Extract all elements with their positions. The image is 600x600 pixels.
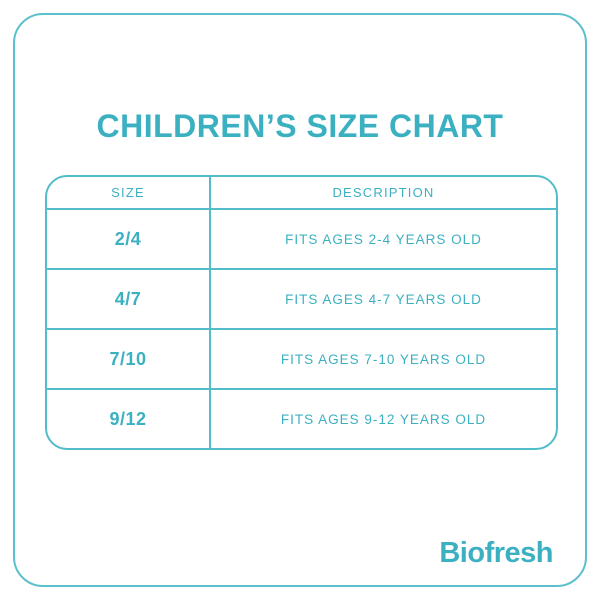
- page-title: CHILDREN’S SIZE CHART: [96, 108, 504, 144]
- size-cell: 7/10: [47, 330, 211, 388]
- size-cell: 4/7: [47, 270, 211, 328]
- size-cell: 2/4: [47, 210, 211, 268]
- table-row: 4/7 FITS AGES 4-7 YEARS OLD: [47, 270, 556, 330]
- description-cell: FITS AGES 9-12 YEARS OLD: [280, 411, 487, 427]
- size-cell: 9/12: [47, 390, 211, 448]
- column-header-description: DESCRIPTION: [332, 185, 435, 200]
- brand-logo: Biofresh: [439, 537, 553, 569]
- table-row: 9/12 FITS AGES 9-12 YEARS OLD: [47, 390, 556, 448]
- table-header-row: SIZE DESCRIPTION: [47, 177, 556, 210]
- description-cell: FITS AGES 2-4 YEARS OLD: [285, 231, 482, 247]
- table-row: 7/10 FITS AGES 7-10 YEARS OLD: [47, 330, 556, 390]
- size-chart-table: SIZE DESCRIPTION 2/4 FITS AGES 2-4 YEARS…: [45, 175, 558, 450]
- column-header-size: SIZE: [47, 177, 211, 208]
- description-cell: FITS AGES 7-10 YEARS OLD: [280, 351, 487, 367]
- table-row: 2/4 FITS AGES 2-4 YEARS OLD: [47, 210, 556, 270]
- description-cell: FITS AGES 4-7 YEARS OLD: [285, 291, 482, 307]
